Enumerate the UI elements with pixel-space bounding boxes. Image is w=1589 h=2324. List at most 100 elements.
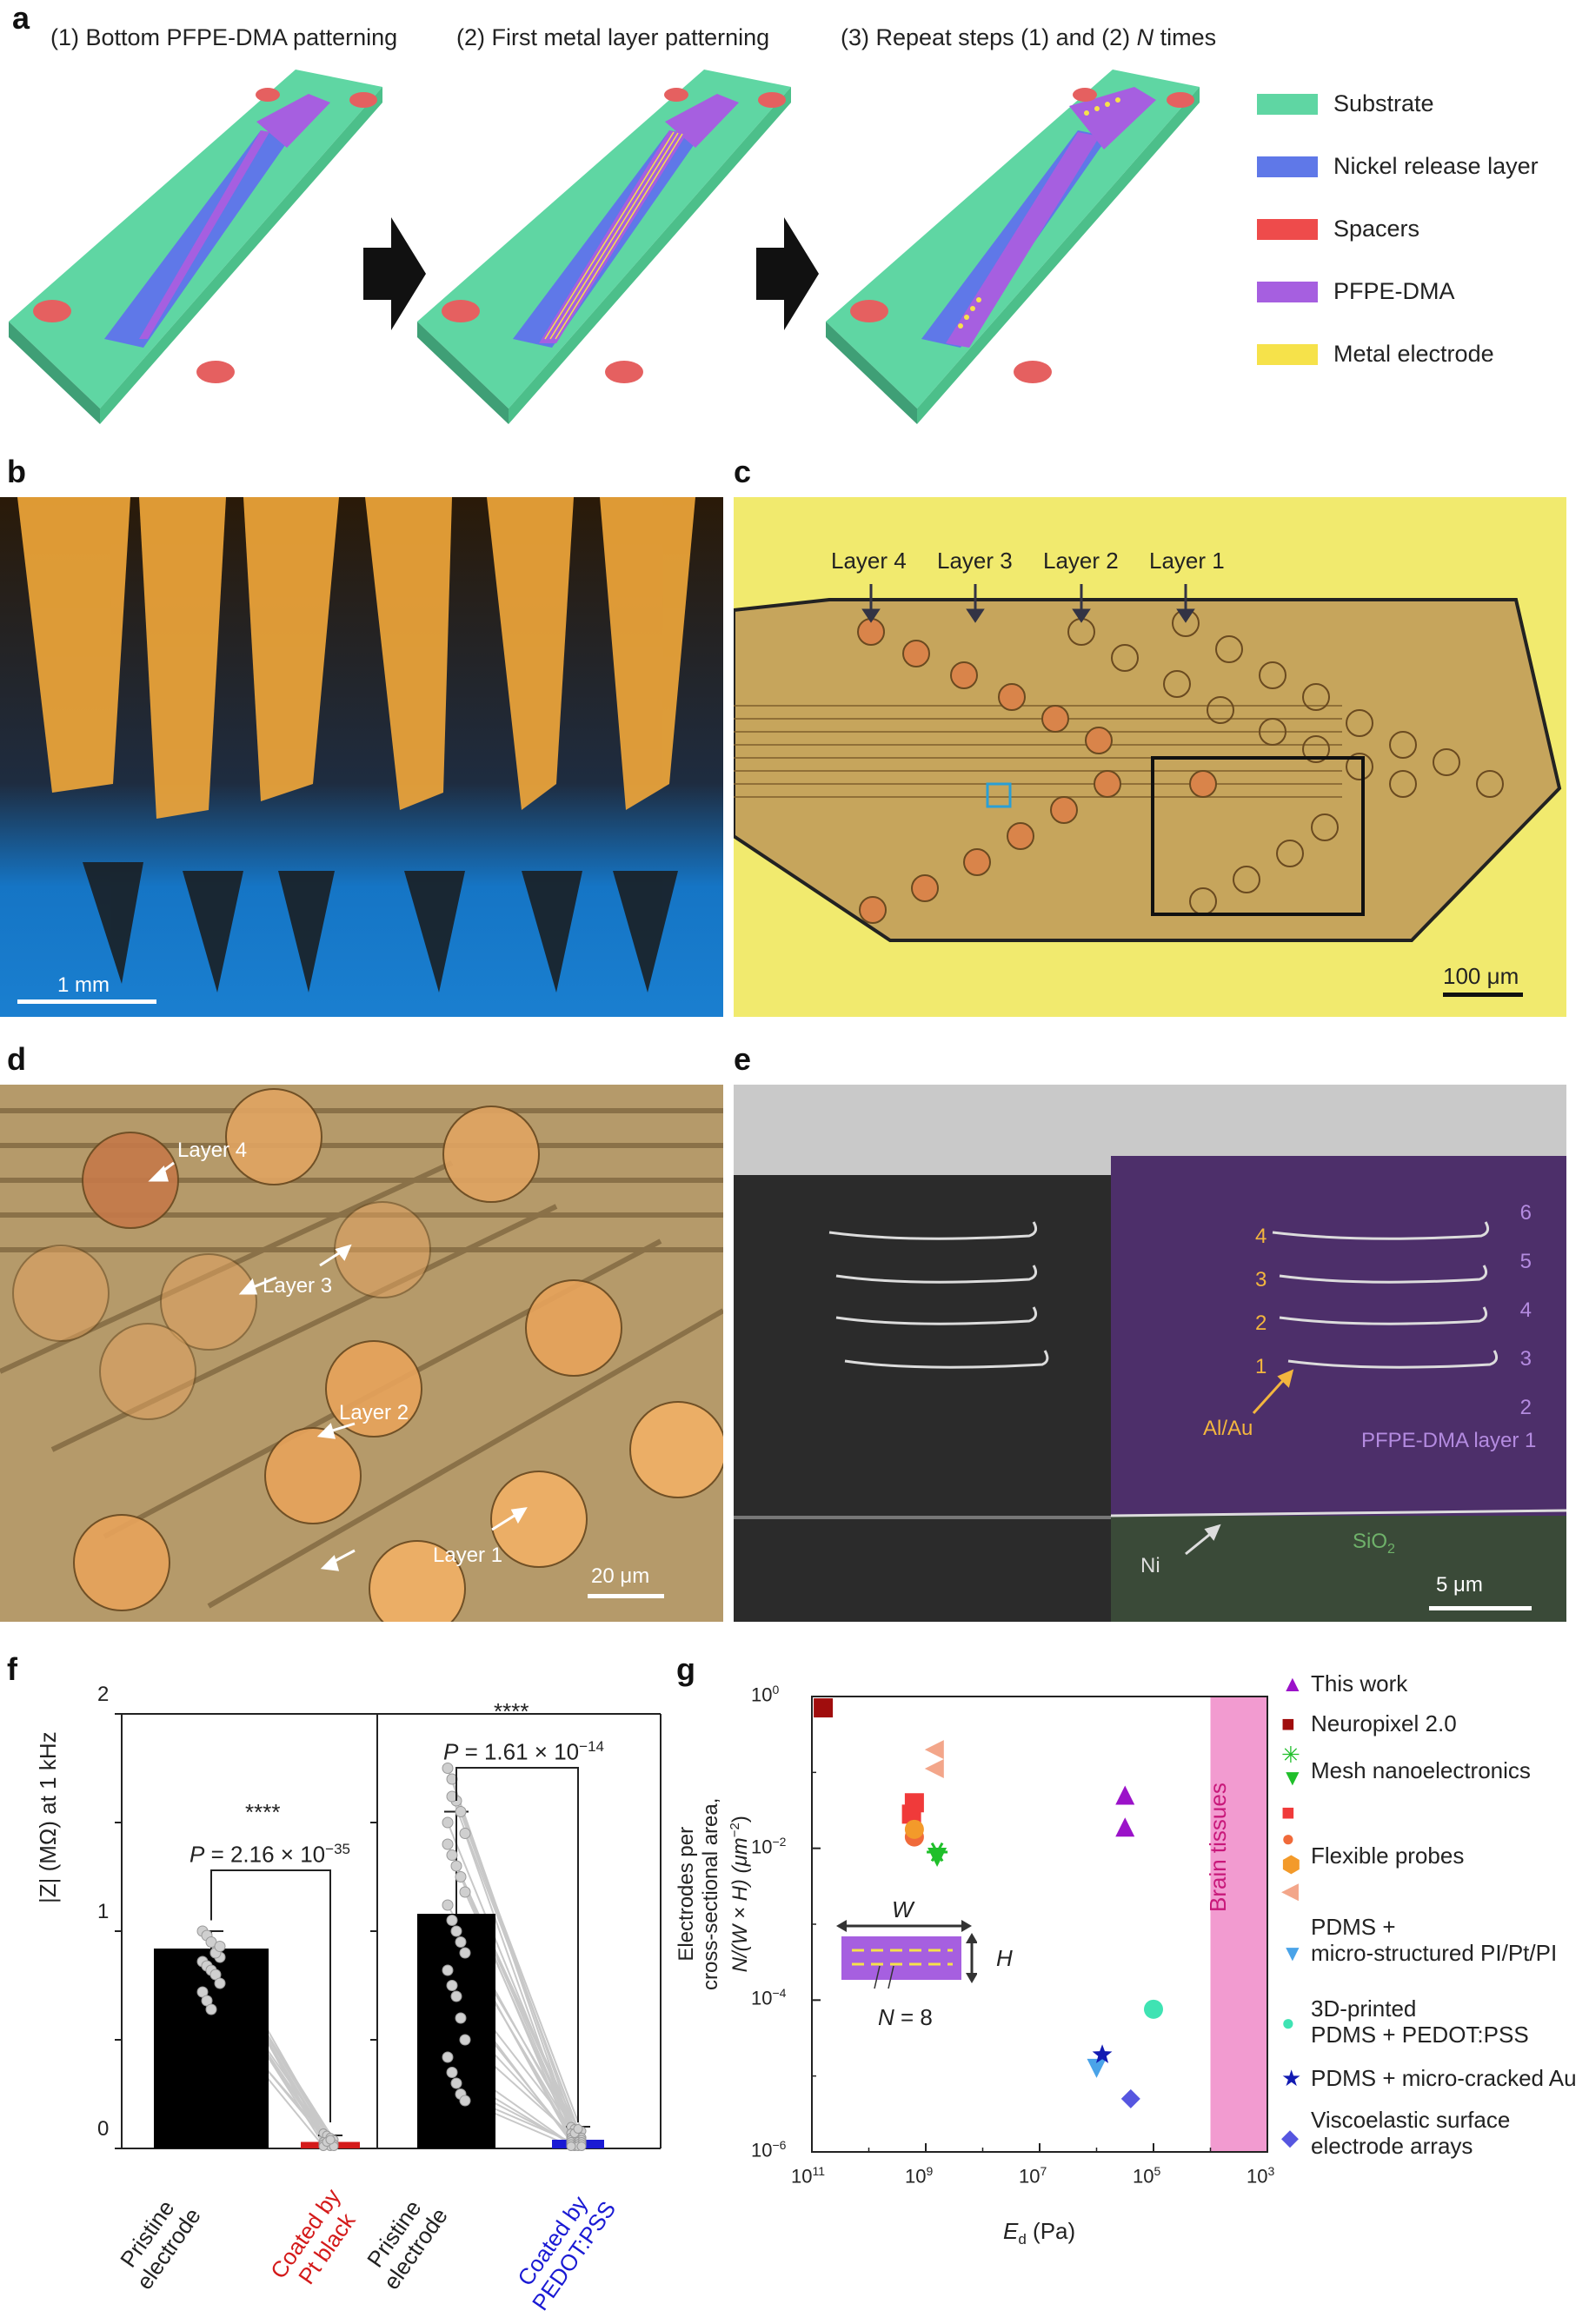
g-point-flexible: [904, 1819, 924, 1839]
g-legend-triangle-down-icon: ▼: [1281, 1764, 1304, 1790]
f-point: [455, 1806, 467, 1817]
f-point: [455, 2012, 467, 2024]
f-point: [459, 1828, 471, 1839]
g-legend-neuropixel: Neuropixel 2.0: [1311, 1710, 1457, 1736]
f-point: [442, 1838, 454, 1850]
f-left-pvalue: P = 2.16 × 10−35: [189, 1841, 350, 1868]
chart-f: |Z| (MΩ) at 1 kHz 2 1 0 **** P = 2.16 × …: [0, 1669, 669, 2315]
photo-d-closeup: Layer 4 Layer 3 Layer 2 Layer 1 20 μm: [0, 1085, 723, 1622]
panel-label-a: a: [12, 0, 30, 36]
g-legend-flexible: Flexible probes: [1311, 1843, 1465, 1869]
scale-label-e: 5 μm: [1436, 1573, 1483, 1597]
legend-item-nickel: Nickel release layer: [1257, 153, 1539, 180]
g-inset-diagram: W: [836, 1896, 977, 2006]
f-point: [442, 1763, 454, 1774]
f-pair-line: [460, 1811, 582, 2132]
e-al-au-label: Al/Au: [1203, 1417, 1253, 1440]
chart-f-svg: [115, 1713, 662, 2151]
c-layer3-label: Layer 3: [937, 548, 1013, 574]
f-point: [459, 1886, 471, 1898]
g-legend-3d-printed: 3D-printed PDMS + PEDOT:PSS: [1311, 1995, 1529, 2048]
chart-g: Electrodes per cross-sectional area, N/(…: [669, 1669, 1589, 2256]
g-legend-circle-icon: ●: [1281, 2009, 1295, 2035]
d-layer3-label: Layer 3: [263, 1274, 333, 1298]
d-layer4-label: Layer 4: [177, 1139, 248, 1162]
e-pfpe-label: PFPE-DMA layer 1: [1361, 1429, 1537, 1452]
g-legend-mesh: Mesh nanoelectronics: [1311, 1757, 1531, 1783]
step3-title: (3) Repeat steps (1) and (2) N times: [841, 24, 1217, 50]
f-ytick-0: 0: [97, 2117, 110, 2141]
f-point: [205, 2003, 217, 2015]
scale-label-d: 20 μm: [591, 1564, 650, 1588]
schematic-step2: [417, 70, 791, 424]
g-legend-flex-hexagon-icon: ⬢: [1281, 1851, 1301, 1877]
f-point: [442, 1964, 454, 1976]
f-point: [450, 1990, 462, 2002]
f-ytick-1: 1: [97, 1900, 110, 1923]
f-point: [455, 1871, 467, 1882]
g-point-flexible: [901, 1804, 921, 1824]
f-point: [450, 1925, 462, 1937]
f-point: [566, 2141, 576, 2151]
legend-item-substrate: Substrate: [1257, 90, 1434, 117]
legend-item-metal: Metal electrode: [1257, 341, 1494, 368]
g-xtick-label: 1011: [791, 2164, 826, 2188]
schematic-step3: [826, 70, 1200, 424]
scale-bar-c: [1443, 993, 1523, 997]
fabrication-schematic: [9, 70, 1200, 424]
f-pair-line: [447, 1822, 575, 2134]
schematic-step1: [9, 70, 382, 424]
f-right-pvalue: P = 1.61 × 10−14: [443, 1738, 604, 1765]
f-point: [455, 1936, 467, 1948]
step2-title: (2) First metal layer patterning: [456, 24, 770, 50]
g-legend-star-icon: ★: [1281, 2065, 1302, 2091]
g-legend-flex-square-icon: ■: [1281, 1799, 1295, 1825]
g-point-cracked-au: [1092, 2044, 1113, 2063]
g-point-flexible: [924, 1740, 944, 1760]
g-inset-n: N = 8: [878, 2004, 933, 2030]
f-point: [459, 2034, 471, 2046]
chart-g-svg: [811, 1696, 1268, 2153]
scale-bar-d: [588, 1594, 664, 1598]
f-bar: [417, 1914, 495, 2148]
legend-item-pfpe: PFPE-DMA: [1257, 278, 1455, 305]
scale-label-c: 100 μm: [1443, 963, 1519, 989]
f-point: [442, 1899, 454, 1911]
g-ytick-label: 10−6: [751, 2138, 787, 2161]
f-point: [446, 1849, 458, 1861]
g-xtick-label: 103: [1247, 2164, 1275, 2188]
d-layer1-label: Layer 1: [433, 1544, 503, 1567]
arrow-right-icon-2: [756, 217, 819, 330]
f-point: [214, 1977, 226, 1989]
g-legend-asterisk-icon: ✳: [1281, 1742, 1300, 1768]
c-layer4-label: Layer 4: [831, 548, 907, 574]
g-xlabel: Ed (Pa): [1003, 2218, 1076, 2248]
f-point: [446, 1915, 458, 1926]
f-point: [450, 2077, 462, 2089]
g-legend-viscoelastic: Viscoelastic surface electrode arrays: [1311, 2107, 1511, 2159]
g-legend-diamond-icon: ◆: [1281, 2124, 1299, 2150]
f-point: [450, 1860, 462, 1872]
f-ytick-2: 2: [97, 1683, 110, 1706]
g-legend-flex-circle-icon: ●: [1281, 1825, 1295, 1851]
f-point: [576, 2141, 587, 2151]
panel-label-c: c: [734, 454, 752, 489]
g-legend-pdms-ptpi: PDMS + micro-structured PI/Pt/PI: [1311, 1914, 1558, 1966]
f-point: [446, 2067, 458, 2078]
photo-c-micrograph: Layer 4 Layer 3 Layer 2 Layer 1 100 μm: [734, 497, 1566, 1017]
g-legend-flex-triangle-icon: ◀: [1281, 1877, 1299, 1903]
g-ytick-label: 10−2: [751, 1834, 787, 1857]
panel-label-b: b: [7, 454, 26, 489]
f-point: [446, 1980, 458, 1991]
g-xtick-label: 107: [1019, 2164, 1047, 2188]
step1-title: (1) Bottom PFPE-DMA patterning: [50, 24, 398, 50]
e-sio2-label: SiO2: [1353, 1530, 1395, 1557]
g-inset-w: W: [892, 1896, 914, 1922]
f-right-stars: ****: [494, 1698, 529, 1724]
g-point-3d-printed: [1144, 1999, 1163, 2019]
g-legend-triangle-icon: ▲: [1281, 1670, 1304, 1697]
panel-label-g: g: [676, 1651, 695, 1687]
